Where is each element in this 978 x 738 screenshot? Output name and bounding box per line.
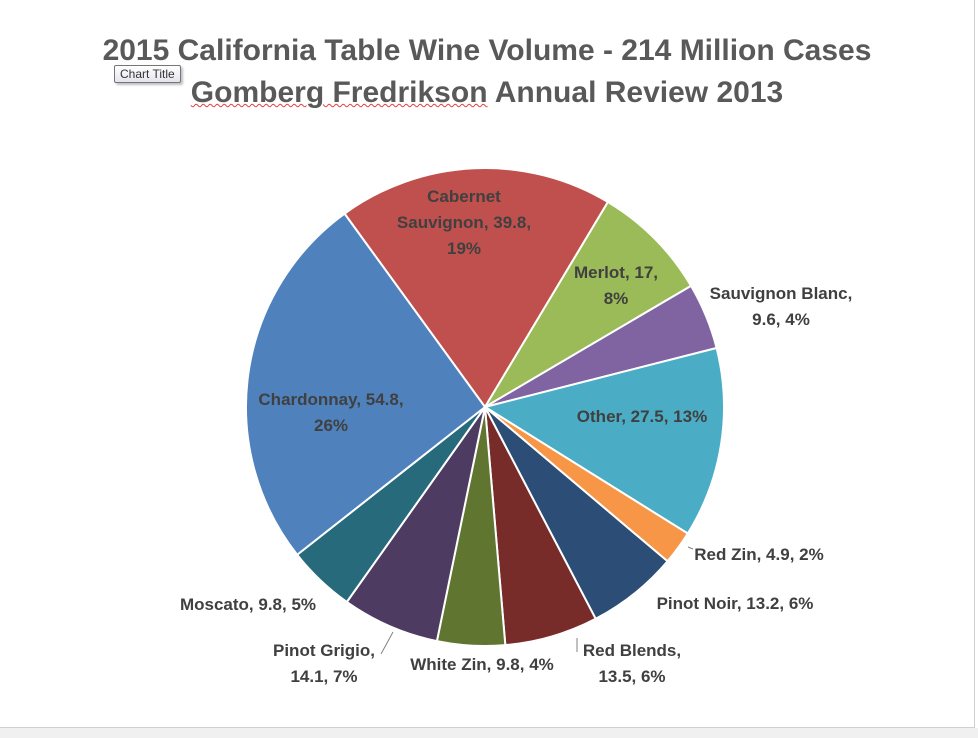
data-label-cabernet-sauvignon[interactable]: Cabernet Sauvignon, 39.8, 19% xyxy=(397,187,531,258)
data-label-red-blends[interactable]: Red Blends, 13.5, 6% xyxy=(583,641,681,686)
window-bottom-edge xyxy=(0,728,978,738)
data-label-pinot-grigio[interactable]: Pinot Grigio, 14.1, 7% xyxy=(273,641,375,686)
chart-title-source: Gomberg Fredrikson xyxy=(190,76,488,109)
pie-slice-cabernet-sauvignon[interactable] xyxy=(343,167,609,408)
pie-slice-other[interactable] xyxy=(484,346,725,535)
data-label-merlot[interactable]: Merlot, 17, 8% xyxy=(574,263,658,308)
pie-slice-merlot[interactable] xyxy=(484,201,693,408)
data-label-white-zin[interactable]: White Zin, 9.8, 4% xyxy=(410,655,554,674)
data-label-chardonnay[interactable]: Chardonnay, 54.8, 26% xyxy=(258,390,403,435)
chart-title-line-2[interactable]: Gomberg Fredrikson Annual Review 2013 xyxy=(0,76,974,110)
data-label-sauvignon-blanc[interactable]: Sauvignon Blanc, 9.6, 4% xyxy=(710,284,853,329)
chart-title-suffix: Annual Review 2013 xyxy=(487,76,784,109)
chart-title-line-1[interactable]: 2015 California Table Wine Volume - 214 … xyxy=(102,34,872,67)
data-label-red-zin[interactable]: Red Zin, 4.9, 2% xyxy=(694,545,823,564)
pie-slice-chardonnay[interactable] xyxy=(245,212,486,556)
data-label-moscato[interactable]: Moscato, 9.8, 5% xyxy=(180,595,316,614)
chart-title-tooltip: Chart Title xyxy=(114,65,181,83)
leader-line-red-zin xyxy=(687,546,694,550)
leader-lines xyxy=(380,546,694,655)
data-label-pinot-noir[interactable]: Pinot Noir, 13.2, 6% xyxy=(657,594,814,613)
pie-slices xyxy=(245,167,725,647)
data-label-other[interactable]: Other, 27.5, 13% xyxy=(577,407,707,426)
leader-line-pinot-grigio xyxy=(380,631,394,655)
data-labels: Cabernet Sauvignon, 39.8, 19% Merlot, 17, 8%… xyxy=(180,187,852,686)
